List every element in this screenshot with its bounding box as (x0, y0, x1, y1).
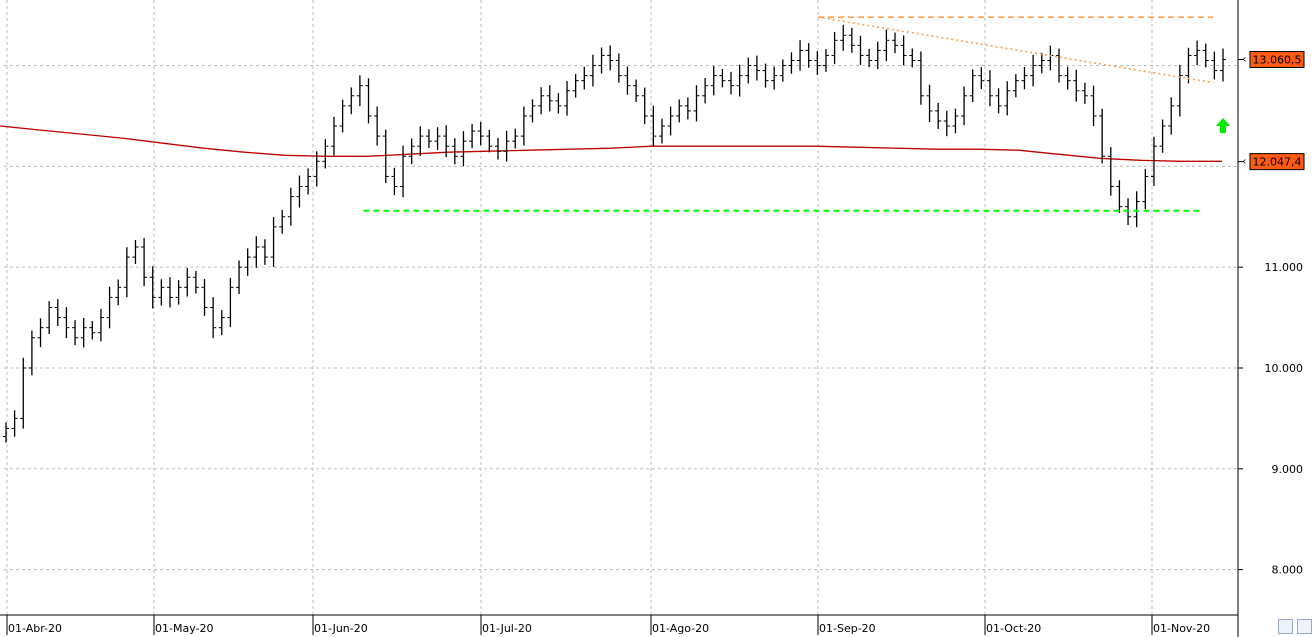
y-tick-label: 9.000 (1272, 463, 1304, 476)
x-tick-label: 01-Sep-20 (819, 622, 876, 635)
y-axis: 8.000 9.000 10.000 11.000 (1238, 261, 1304, 577)
refresh-icon[interactable] (1278, 619, 1293, 634)
moving-average-line (0, 125, 1222, 162)
y-tick-label: 10.000 (1265, 362, 1304, 375)
x-tick-label: 01-Abr-20 (8, 622, 62, 635)
x-tick-label: 01-Jun-20 (314, 622, 368, 635)
price-tag-arrow: ‹ (1242, 52, 1246, 65)
grid-lines (0, 0, 1239, 637)
trend-lines-layer (363, 16, 1214, 212)
price-tags: ‹ 13.060,5 ‹ 12.047,4 (1238, 50, 1305, 171)
price-tag-label: 13.060,5 (1253, 53, 1302, 66)
up-arrow-icon (1216, 118, 1230, 134)
price-bars (3, 24, 1226, 443)
x-tick-label: 01-Oct-20 (986, 622, 1041, 635)
chart-toolbar (1278, 619, 1312, 635)
y-tick-label: 8.000 (1272, 564, 1304, 577)
price-tag-label: 12.047,4 (1253, 156, 1302, 169)
price-tag-arrow: ‹ (1242, 155, 1246, 168)
x-tick-label: 01-Nov-20 (1153, 622, 1210, 635)
signal-arrow-layer (1216, 118, 1230, 134)
y-tick-label: 11.000 (1265, 261, 1304, 274)
x-tick-label: 01-May-20 (155, 622, 213, 635)
x-tick-label: 01-Ago-20 (652, 622, 709, 635)
moving-average-layer (0, 125, 1222, 162)
downtrend-line (817, 16, 1214, 84)
x-tick-label: 01-Jul-20 (482, 622, 532, 635)
save-icon[interactable] (1297, 619, 1312, 634)
price-tag-box (1249, 153, 1305, 171)
price-tag-box (1249, 50, 1305, 68)
x-axis: 01-Abr-20 01-May-20 01-Jun-20 01-Jul-20 01-A… (6, 615, 1210, 635)
